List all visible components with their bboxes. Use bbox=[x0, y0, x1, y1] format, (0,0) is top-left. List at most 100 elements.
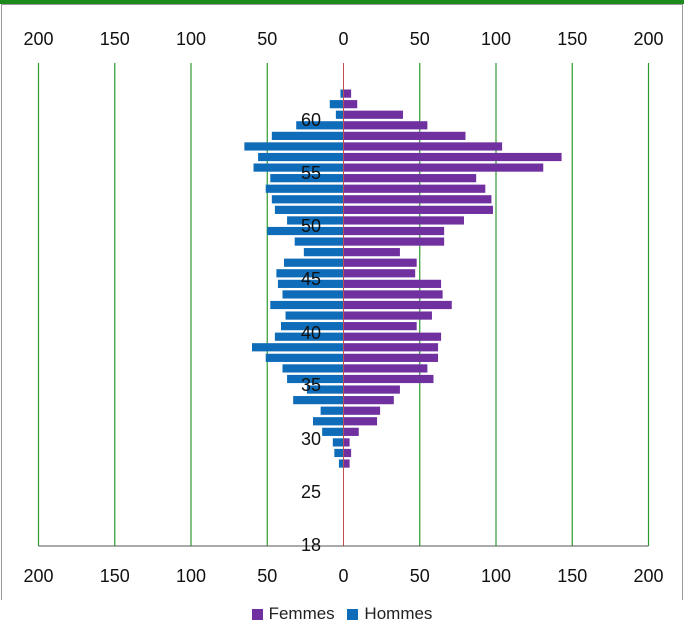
bar-femmes bbox=[343, 396, 394, 405]
bar-hommes bbox=[282, 290, 344, 299]
bar-femmes bbox=[343, 184, 486, 193]
bar-hommes bbox=[294, 237, 344, 246]
legend-label-hommes: Hommes bbox=[364, 604, 433, 623]
top-tick-label: 150 bbox=[100, 29, 130, 49]
bar-femmes bbox=[343, 300, 452, 310]
bar-hommes bbox=[267, 226, 344, 236]
legend: Femmes Hommes bbox=[0, 604, 684, 625]
bar-femmes bbox=[343, 205, 493, 214]
bar-hommes bbox=[303, 248, 344, 257]
bottom-tick-label: 50 bbox=[257, 566, 277, 586]
bar-femmes bbox=[343, 311, 432, 320]
legend-label-femmes: Femmes bbox=[268, 604, 335, 623]
bar-hommes bbox=[296, 121, 344, 130]
bar-femmes bbox=[343, 89, 352, 98]
bar-femmes bbox=[343, 195, 492, 204]
age-label: 55 bbox=[301, 163, 321, 183]
age-label: 25 bbox=[301, 482, 321, 502]
bar-femmes bbox=[343, 269, 416, 278]
top-tick-label: 50 bbox=[257, 29, 277, 49]
bottom-tick-label: 200 bbox=[633, 566, 663, 586]
bar-hommes bbox=[306, 385, 344, 394]
bottom-tick-label: 150 bbox=[100, 566, 130, 586]
bar-femmes bbox=[343, 385, 400, 394]
hommes-swatch-icon bbox=[347, 608, 359, 620]
bar-femmes bbox=[343, 332, 442, 341]
bar-hommes bbox=[265, 184, 344, 193]
bar-hommes bbox=[277, 279, 344, 288]
top-accent-bar bbox=[0, 0, 684, 4]
top-tick-label: 200 bbox=[633, 29, 663, 49]
bar-hommes bbox=[282, 364, 344, 373]
top-tick-label: 0 bbox=[338, 29, 348, 49]
femmes-swatch-icon bbox=[251, 608, 263, 620]
bar-hommes bbox=[271, 195, 344, 204]
age-label: 40 bbox=[301, 323, 321, 343]
bar-femmes bbox=[343, 258, 417, 267]
bar-femmes bbox=[343, 374, 434, 384]
bar-hommes bbox=[340, 89, 344, 98]
bar-femmes bbox=[343, 248, 400, 257]
bar-hommes bbox=[252, 343, 344, 352]
population-pyramid-chart: 200 200 150 150 100 100 50 50 0 0 50 50 100 100 150 150… bbox=[1, 4, 683, 600]
bottom-tick-label: 100 bbox=[481, 566, 511, 586]
bar-hommes bbox=[276, 269, 344, 278]
bar-hommes bbox=[338, 459, 344, 468]
bar-femmes bbox=[343, 121, 428, 130]
bar-femmes bbox=[343, 438, 350, 447]
bar-hommes bbox=[313, 417, 344, 426]
bar-femmes bbox=[343, 131, 466, 140]
bar-femmes bbox=[343, 163, 544, 172]
bar-hommes bbox=[284, 258, 344, 267]
age-label: 30 bbox=[301, 429, 321, 449]
bar-hommes bbox=[258, 152, 344, 162]
bar-femmes bbox=[343, 406, 381, 415]
bar-femmes bbox=[343, 290, 443, 299]
bottom-tick-label: 50 bbox=[410, 566, 430, 586]
bottom-tick-label: 0 bbox=[338, 566, 348, 586]
bar-femmes bbox=[343, 364, 428, 373]
top-tick-label: 50 bbox=[410, 29, 430, 49]
top-tick-label: 100 bbox=[176, 29, 206, 49]
bar-hommes bbox=[332, 438, 344, 447]
bar-hommes bbox=[293, 396, 344, 405]
bar-femmes bbox=[343, 216, 464, 225]
age-label: 45 bbox=[301, 269, 321, 289]
bar-femmes bbox=[343, 174, 477, 183]
legend-item-femmes: Femmes bbox=[251, 604, 335, 624]
bar-hommes bbox=[274, 332, 344, 341]
bar-femmes bbox=[343, 417, 378, 426]
bottom-tick-label: 100 bbox=[176, 566, 206, 586]
bar-femmes bbox=[343, 459, 350, 468]
bottom-tick-label: 200 bbox=[23, 566, 53, 586]
top-tick-label: 150 bbox=[557, 29, 587, 49]
top-tick-label: 200 bbox=[23, 29, 53, 49]
bar-hommes bbox=[329, 100, 344, 109]
bar-hommes bbox=[320, 406, 344, 415]
bar-hommes bbox=[265, 353, 344, 362]
age-label: 18 bbox=[301, 535, 321, 555]
bar-femmes bbox=[343, 353, 439, 362]
top-tick-label: 100 bbox=[481, 29, 511, 49]
bar-hommes bbox=[270, 300, 344, 310]
bar-hommes bbox=[335, 110, 344, 119]
bar-femmes bbox=[343, 142, 503, 151]
chart-border bbox=[1, 4, 683, 600]
bar-femmes bbox=[343, 226, 445, 236]
bar-femmes bbox=[343, 279, 442, 288]
bar-femmes bbox=[343, 427, 359, 436]
bar-hommes bbox=[285, 311, 344, 320]
bar-hommes bbox=[244, 142, 344, 151]
bar-femmes bbox=[343, 343, 439, 352]
bar-femmes bbox=[343, 152, 562, 162]
bar-hommes bbox=[334, 448, 344, 458]
legend-item-hommes: Hommes bbox=[347, 604, 432, 624]
bar-hommes bbox=[322, 427, 344, 436]
bar-hommes bbox=[287, 216, 344, 225]
bottom-tick-label: 150 bbox=[557, 566, 587, 586]
bar-hommes bbox=[253, 163, 344, 172]
bar-femmes bbox=[343, 100, 358, 109]
bar-hommes bbox=[287, 374, 344, 384]
bar-hommes bbox=[271, 131, 344, 140]
